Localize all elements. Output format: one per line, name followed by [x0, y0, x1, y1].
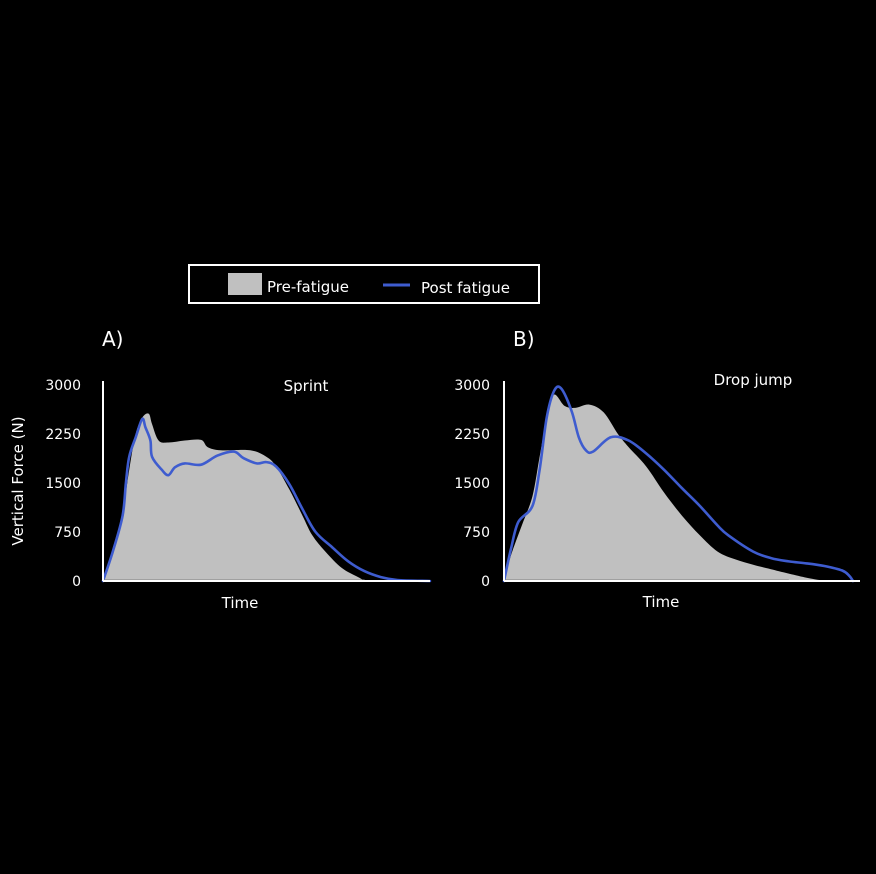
y-tick-label-drop-jump: 750 — [463, 525, 490, 541]
chart-title-sprint: Sprint — [284, 377, 329, 395]
x-axis-title-sprint: Time — [221, 594, 259, 612]
y-tick-label-drop-jump: 0 — [481, 574, 490, 590]
x-axis-title-drop-jump: Time — [642, 593, 680, 611]
y-tick-label-sprint: 750 — [54, 525, 81, 541]
y-tick-label-sprint: 1500 — [45, 476, 81, 492]
legend: Pre-fatigue Post fatigue — [188, 264, 540, 304]
y-tick-label-sprint: 3000 — [45, 378, 81, 394]
area-series-pre-fatigue-sprint — [103, 413, 372, 581]
line-series-post-fatigue-sprint — [101, 417, 432, 583]
panel-label-b: B) — [513, 327, 535, 351]
y-tick-label-drop-jump: 3000 — [454, 378, 490, 394]
line-series-post-fatigue-drop-jump — [502, 385, 855, 583]
chart-title-drop-jump: Drop jump — [714, 371, 793, 389]
y-tick-label-sprint: 2250 — [45, 427, 81, 443]
y-tick-label-drop-jump: 1500 — [454, 476, 490, 492]
chart-panel-drop-jump: B) Drop jump Time 0 750 1500 2250 3000 — [454, 327, 860, 611]
legend-label-post-fatigue: Post fatigue — [421, 279, 510, 297]
y-tick-label-drop-jump: 2250 — [454, 427, 490, 443]
plot-area-sprint: 0 750 1500 2250 3000 — [45, 378, 432, 590]
legend-label-pre-fatigue: Pre-fatigue — [267, 278, 349, 296]
plot-area-drop-jump: 0 750 1500 2250 3000 — [454, 378, 860, 590]
panel-label-a: A) — [102, 327, 123, 351]
legend-border — [188, 264, 540, 304]
area-series-pre-fatigue-drop-jump — [504, 394, 832, 581]
chart-panel-sprint: A) Sprint Time Vertical Force (N) 0 750 15… — [9, 327, 432, 612]
y-axis-title: Vertical Force (N) — [9, 416, 27, 545]
legend-swatch-pre-fatigue — [228, 273, 262, 295]
y-tick-label-sprint: 0 — [72, 574, 81, 590]
